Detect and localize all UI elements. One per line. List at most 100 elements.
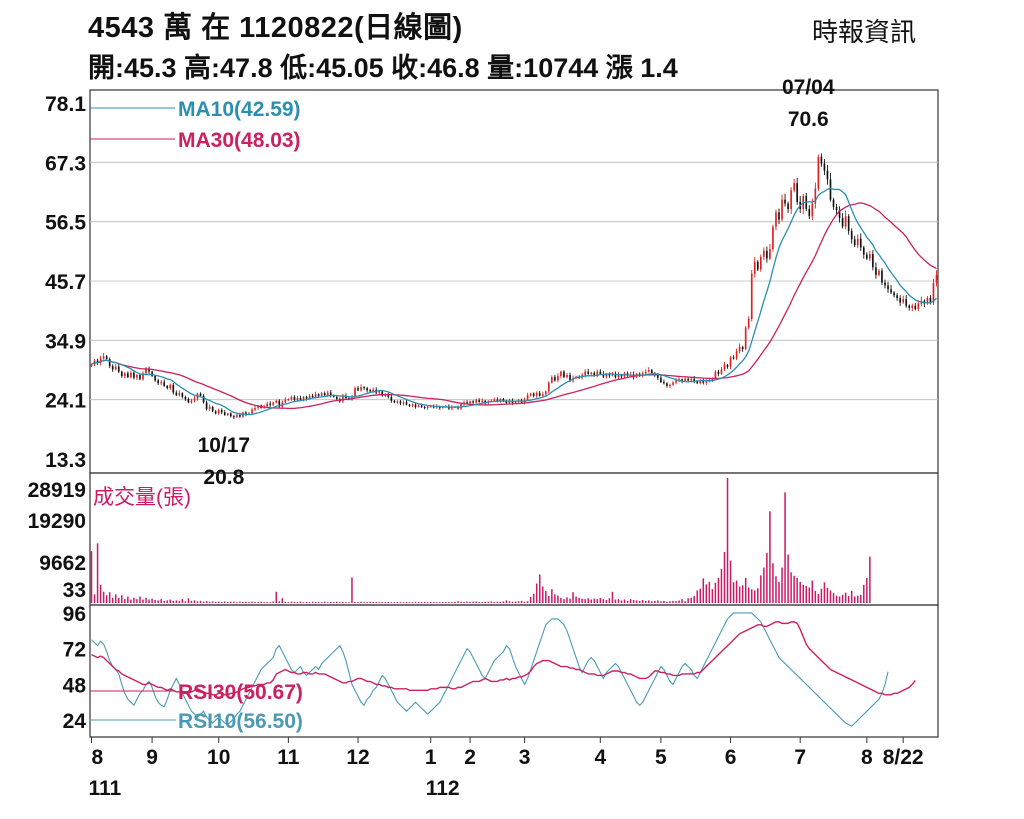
volume-bar — [829, 590, 832, 603]
candle-body — [541, 394, 544, 396]
candle-body — [905, 299, 908, 306]
volume-bar — [402, 602, 405, 603]
candle-body — [139, 374, 141, 380]
volume-bar — [323, 601, 326, 603]
candle-body — [429, 406, 432, 408]
volume-panel-title: 成交量(張) — [93, 486, 191, 509]
volume-bar — [227, 601, 229, 603]
chart-title: 4543 萬 在 1120822(日線圖) — [88, 12, 463, 44]
candle-body — [145, 369, 147, 374]
volume-bar — [747, 587, 750, 603]
candle-body — [233, 416, 235, 418]
volume-bar — [157, 600, 159, 603]
candle-body — [926, 298, 929, 304]
candle-body — [602, 373, 605, 377]
candle-body — [681, 379, 683, 381]
volume-bar — [866, 577, 868, 603]
candle-body — [169, 384, 172, 389]
candle-body — [723, 365, 726, 370]
volume-bar — [460, 601, 462, 603]
rsi-y-tick-label: 48 — [63, 674, 87, 697]
volume-bar — [535, 583, 538, 603]
volume-bar — [169, 599, 172, 603]
x-month-label: 4 — [594, 746, 606, 769]
candle-body — [811, 203, 814, 217]
candle-body — [547, 382, 550, 392]
volume-bar — [423, 601, 426, 603]
volume-bar — [217, 601, 220, 603]
candle-body — [117, 366, 120, 372]
volume-bar — [432, 601, 435, 603]
volume-bar — [732, 582, 735, 603]
volume-bar — [599, 597, 602, 603]
candle-body — [932, 282, 935, 303]
candle-body — [317, 394, 320, 396]
x-month-label: 2 — [464, 746, 476, 769]
candle-body — [466, 402, 468, 404]
candle-body — [220, 410, 223, 413]
candle-body — [862, 247, 865, 255]
candle-body — [123, 373, 126, 377]
volume-bar — [408, 602, 411, 603]
candle-body — [775, 212, 777, 227]
candle-body — [587, 371, 590, 374]
volume-bar — [387, 601, 390, 603]
candle-body — [856, 238, 859, 246]
candle-body — [702, 380, 705, 383]
volume-bar — [763, 567, 765, 603]
candle-body — [911, 305, 914, 308]
volume-bar — [675, 601, 677, 603]
candle-body — [426, 406, 429, 409]
candle-body — [881, 270, 883, 283]
candle-body — [308, 395, 311, 399]
volume-bar — [284, 601, 287, 603]
candle-body — [414, 404, 417, 407]
volume-bar — [372, 602, 374, 603]
volume-bar — [687, 598, 689, 603]
candle-body — [684, 378, 686, 381]
volume-bar — [654, 600, 656, 603]
volume-bar — [475, 601, 477, 603]
candle-body — [778, 212, 780, 220]
volume-bar — [351, 577, 353, 603]
candle-body — [342, 395, 344, 402]
candle-body — [469, 401, 471, 404]
candle-body — [245, 412, 247, 415]
candle-body — [311, 395, 314, 398]
candle-body — [484, 400, 487, 403]
volume-bar — [690, 597, 692, 603]
volume-bar — [393, 602, 396, 603]
candle-body — [366, 388, 368, 391]
volume-bar — [511, 601, 514, 603]
volume-bar — [311, 601, 314, 603]
candle-body — [257, 405, 259, 408]
candle-body — [835, 206, 838, 211]
candle-body — [878, 270, 880, 275]
candle-body — [114, 366, 117, 370]
candle-body — [853, 239, 856, 246]
volume-bar — [357, 602, 359, 603]
volume-bar — [363, 602, 365, 603]
rsi-y-tick-label: 96 — [63, 603, 86, 626]
candle-body — [378, 391, 381, 393]
candle-body — [387, 394, 390, 397]
candle-body — [675, 380, 677, 383]
candle-body — [384, 394, 387, 396]
volume-bar — [635, 600, 638, 603]
volume-bar — [847, 596, 850, 603]
volume-bar — [487, 601, 490, 603]
volume-bar — [411, 602, 414, 603]
volume-bar — [121, 595, 123, 603]
candle-body — [178, 393, 181, 396]
volume-bar — [726, 478, 729, 603]
rsi-panel-frame — [89, 604, 939, 738]
candle-body — [560, 371, 562, 377]
candle-body — [844, 216, 847, 227]
volume-bar — [644, 600, 647, 603]
candle-body — [729, 357, 732, 367]
candle-body — [750, 273, 753, 319]
candle-body — [929, 298, 932, 303]
volume-bar — [572, 592, 574, 603]
candle-body — [666, 383, 668, 386]
candle-body — [838, 210, 841, 218]
